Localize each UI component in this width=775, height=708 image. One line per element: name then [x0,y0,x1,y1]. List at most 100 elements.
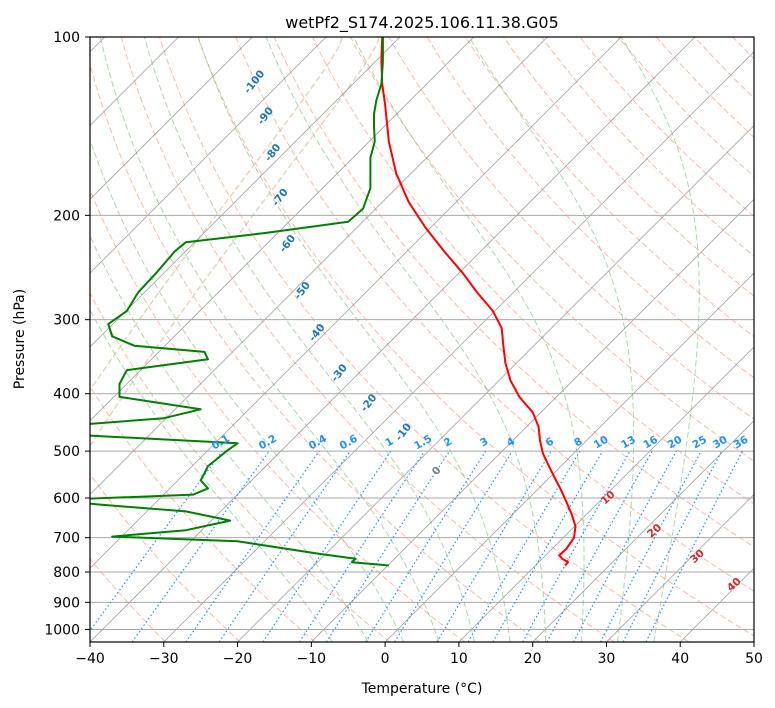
moist-adiabat-label: 0 [430,464,444,477]
mixing-ratio-line [394,450,513,642]
isotherm-line [237,124,754,642]
moist-adiabat-label: -90 [255,105,276,127]
chart-title: wetPf2_S174.2025.106.11.38.G05 [285,13,559,33]
dry-adiabat-line [617,37,754,178]
moist-adiabat-line [197,37,511,642]
mixing-ratio-line [90,450,223,632]
mixing-ratio-label: 1.5 [412,433,434,453]
dry-adiabat-line [90,62,540,642]
x-tick-label: −20 [223,651,253,667]
x-tick-label: −10 [297,651,327,667]
dry-adiabat-line [159,37,690,642]
isotherm-line [90,37,327,274]
y-tick-label: 700 [53,531,80,547]
dry-adiabat-line [120,37,615,642]
dry-adiabat-line [197,37,754,637]
x-tick-label: −40 [75,651,105,667]
x-axis-label: Temperature (°C) [361,681,483,697]
isotherm-line [311,198,754,642]
y-tick-label: 900 [53,595,80,611]
mixing-ratio-line [645,450,744,642]
mixing-ratio-line [218,450,351,642]
plot-frame [89,36,755,643]
dry-adiabat-label: 40 [725,575,744,594]
moist-adiabat-line [90,308,333,642]
mixing-ratio-label: 2 [442,435,454,449]
mixing-ratio-label: 30 [711,434,730,452]
y-tick-label: 300 [53,313,80,329]
mixing-ratio-label: 8 [572,435,584,449]
mixing-ratio-line [572,450,677,642]
dry-adiabat-line [90,292,391,642]
mixing-ratio-line [262,450,392,642]
dry-adiabat-line [235,37,754,592]
dry-adiabat-line [464,37,754,338]
y-tick-label: 200 [53,208,80,224]
dewpoint-profile-line [90,37,389,567]
isotherm-line [90,37,696,642]
dry-adiabat-line [694,37,754,99]
x-tick-label: 50 [745,651,763,667]
moist-adiabat-label: -60 [277,233,298,255]
x-tick-label: 30 [598,651,616,667]
mixing-ratio-label: 36 [732,434,751,452]
y-axis-label: Pressure (hPa) [12,289,28,389]
y-tick-label: 600 [53,491,80,507]
dry-adiabat-line [579,37,754,217]
moist-adiabat-line [468,37,635,642]
mixing-ratio-label: 10 [592,434,611,452]
moist-adiabat-line [90,234,369,642]
isotherm-line [163,51,754,642]
y-tick-label: 1000 [44,622,80,638]
isotherm-line [90,37,548,496]
isotherm-line [90,37,253,200]
mixing-ratio-label: 3 [478,435,490,449]
moist-adiabat-label: -50 [292,280,313,302]
mixing-ratio-label: 25 [690,434,709,452]
axes: −40 −30 −20 −10 0 10 20 30 40 5010020030040050060… [44,30,763,667]
dry-adiabat-line [426,37,754,379]
y-tick-label: 800 [53,565,80,581]
mixing-ratio-label: 0.4 [307,433,329,453]
moist-adiabat-line [99,37,440,642]
dry-adiabat-line [771,37,775,642]
isotherm-line [90,37,622,569]
x-tick-label: 20 [524,651,542,667]
dry-adiabat-line [273,37,754,548]
mixing-ratio-label: 20 [666,434,685,452]
thermal-curve-line [90,37,343,392]
isotherm-line [606,493,754,642]
mixing-ratio-line [436,450,552,642]
moist-adiabat-line [90,137,405,642]
mixing-ratio-line [185,450,320,642]
moist-adiabat-label: -20 [358,392,379,414]
isotherm-line [90,37,401,348]
isotherm-line [532,420,754,642]
mixing-ratio-line [131,450,270,642]
x-tick-label: 40 [671,651,689,667]
dry-adiabat-line [350,37,754,462]
moist-adiabat-line [265,37,547,642]
dry-adiabat-line [90,385,316,642]
dry-adiabat-line [503,37,754,297]
moist-adiabat-label: -10 [393,421,414,443]
moist-adiabat-line [143,37,475,642]
dry-adiabat-label: 10 [599,489,618,508]
dry-adiabat-line [541,37,754,257]
mixing-ratio-line [546,450,653,642]
isotherm-line [753,641,754,642]
dry-adiabat-line [655,37,754,138]
y-tick-label: 500 [53,444,80,460]
isotherm-line [384,272,754,642]
mixing-ratio-label: 16 [641,434,660,452]
moist-adiabat-line [620,37,700,642]
dry-adiabat-line [90,188,465,642]
mixing-ratio-line [522,450,631,642]
temperature-profile-line [380,37,577,567]
mixing-ratio-line [299,450,426,642]
y-tick-label: 400 [53,387,80,403]
isotherm-line [458,346,754,642]
dry-adiabat-line [388,37,754,420]
y-tick-label: 100 [53,30,80,46]
